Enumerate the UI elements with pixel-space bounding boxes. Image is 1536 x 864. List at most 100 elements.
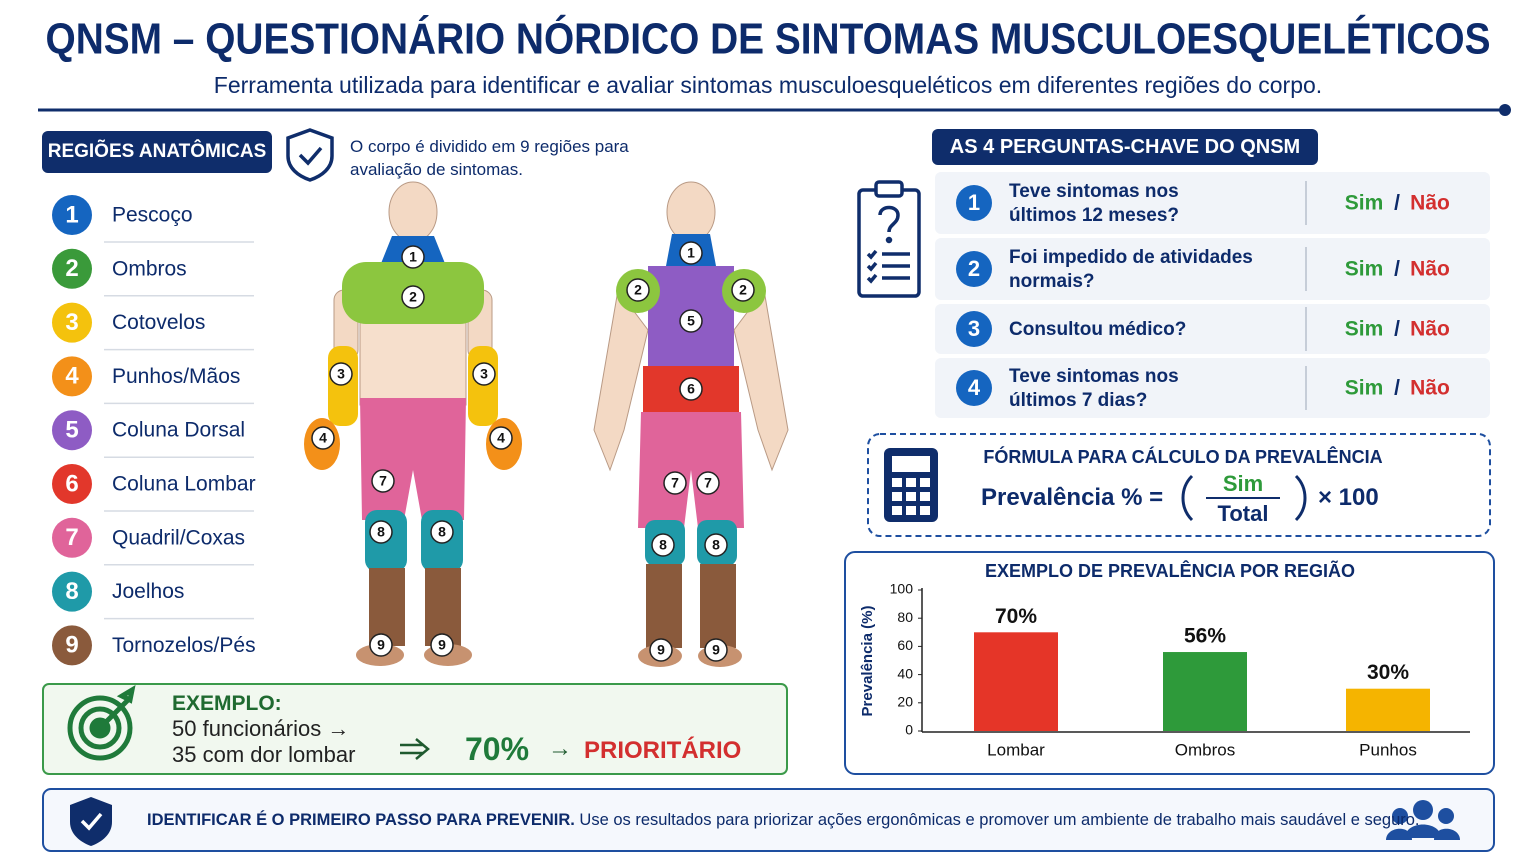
bar [1163, 652, 1247, 731]
target-icon [67, 684, 136, 761]
body-marker-number: 2 [634, 282, 642, 298]
body-marker [369, 520, 393, 544]
body-marker-number: 4 [497, 430, 505, 446]
formula-lhs: Prevalência % = [981, 484, 1164, 511]
question-text: Consultou médico? [1009, 319, 1186, 340]
y-tick-label: 40 [897, 665, 913, 681]
answer-sep: / [1394, 377, 1400, 400]
body-marker [679, 241, 703, 265]
answer-no: Não [1410, 258, 1450, 281]
question-text: Teve sintomas nos [1009, 181, 1179, 202]
title: QNSM – QUESTIONÁRIO NÓRDICO DE SINTOMAS … [46, 14, 1491, 64]
body-marker-number: 8 [659, 537, 667, 553]
example-result: 70% [465, 731, 530, 767]
body-marker-number: 1 [409, 249, 417, 265]
footer-shield [70, 797, 112, 846]
body-marker [679, 377, 703, 401]
region-number: 7 [65, 524, 78, 551]
answer-yes: Sim [1345, 318, 1384, 341]
value-label: 56% [1184, 625, 1226, 648]
question-badge [956, 370, 992, 406]
region-label: Quadril/Coxas [112, 526, 245, 549]
y-axis-label: Prevalência (%) [859, 606, 876, 717]
subtitle: Ferramenta utilizada para identificar e … [213, 72, 1323, 98]
x-tick-label: Punhos [1359, 740, 1417, 759]
example-line: 50 funcionários → [172, 716, 350, 741]
answer-sep: / [1394, 258, 1400, 281]
answer-yes: Sim [1345, 377, 1384, 400]
body-marker [369, 633, 393, 657]
region-label: Pescoço [112, 204, 193, 227]
body-marker-number: 7 [704, 475, 712, 491]
answer-no: Não [1410, 318, 1450, 341]
shield-icon [286, 128, 334, 182]
region-badge [52, 517, 92, 558]
example-arrow: → [548, 735, 572, 762]
question-text: normais? [1009, 271, 1095, 292]
region-label: Punhos/Mãos [112, 365, 240, 388]
y-tick-label: 80 [897, 609, 913, 625]
answer-yes: Sim [1345, 192, 1384, 215]
region-number: 3 [65, 309, 78, 336]
region-label: Ombros [112, 257, 187, 280]
body-marker [626, 278, 650, 302]
footer-box [42, 788, 1495, 852]
body-marker-number: 3 [480, 366, 488, 382]
question-number: 3 [968, 316, 980, 341]
region-label: Coluna Lombar [112, 473, 256, 496]
body-marker [649, 638, 673, 662]
y-tick-label: 20 [897, 694, 913, 710]
question-text: últimos 7 dias? [1009, 390, 1147, 411]
region-badge [52, 625, 92, 666]
body-marker-number: 9 [438, 637, 446, 653]
region-label: Tornozelos/Pés [112, 634, 256, 657]
question-text: Teve sintomas nos [1009, 366, 1179, 387]
paren [1294, 474, 1307, 522]
region-badge [52, 195, 92, 235]
body-marker-number: 2 [739, 282, 747, 298]
body-marker [472, 362, 496, 386]
example-title: EXEMPLO: [172, 692, 282, 715]
footer-text: IDENTIFICAR É O PRIMEIRO PASSO PARA PREV… [147, 811, 1420, 830]
people-icon [1386, 800, 1460, 840]
question-badge [956, 311, 992, 347]
answer-sep: / [1394, 192, 1400, 215]
y-tick-label: 100 [890, 581, 914, 597]
question-row-bg [935, 304, 1490, 354]
answer-no: Não [1410, 377, 1450, 400]
body-marker [430, 520, 454, 544]
front-figure [304, 181, 522, 666]
formula-title: FÓRMULA PARA CÁLCULO DA PREVALÊNCIA [983, 447, 1383, 467]
body-marker [430, 633, 454, 657]
body-marker-number: 8 [712, 537, 720, 553]
formula-box [867, 433, 1491, 537]
clipboard-icon [857, 180, 921, 298]
region-number: 8 [65, 578, 78, 605]
regions-note: O corpo é dividido em 9 regiões para ava… [350, 137, 629, 179]
region-label: Joelhos [112, 580, 184, 603]
body-marker-number: 7 [671, 475, 679, 491]
body-marker [401, 285, 425, 309]
question-number: 4 [968, 375, 981, 400]
question-text: Foi impedido de atividades [1009, 247, 1253, 268]
region-label: Coluna Dorsal [112, 419, 245, 442]
x-tick-label: Ombros [1175, 740, 1235, 759]
body-marker [651, 533, 675, 557]
answer-yes: Sim [1345, 258, 1384, 281]
calculator-icon [884, 448, 938, 522]
bar [1346, 688, 1430, 731]
body-marker [731, 278, 755, 302]
body-marker [679, 309, 703, 333]
body-marker-number: 2 [409, 289, 417, 305]
body-marker [489, 426, 513, 450]
body-marker-number: 9 [377, 637, 385, 653]
body-marker [401, 245, 425, 269]
region-badge [52, 356, 92, 397]
footer-emphasis: IDENTIFICAR É O PRIMEIRO PASSO PARA PREV… [147, 811, 575, 829]
question-badge [956, 251, 992, 287]
y-tick-label: 0 [905, 722, 913, 738]
body-marker [704, 533, 728, 557]
region-number: 4 [65, 363, 79, 390]
value-label: 70% [995, 605, 1037, 628]
